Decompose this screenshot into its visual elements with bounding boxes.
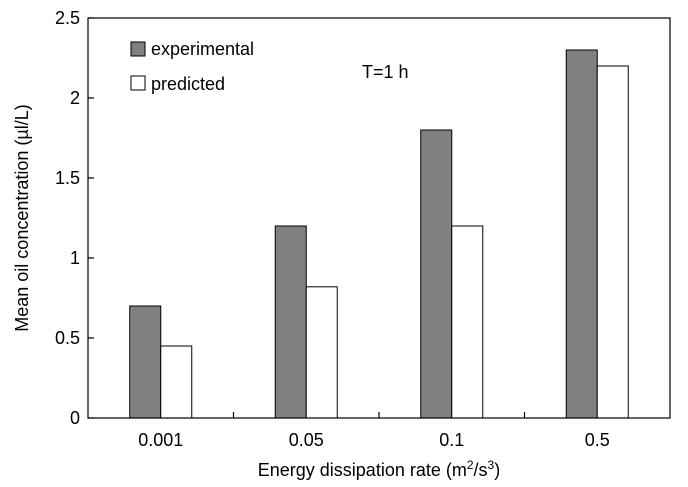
legend-label-predicted: predicted [151, 74, 225, 94]
x-tick-label-1: 0.05 [289, 430, 324, 450]
y-tick-label-5: 2.5 [55, 8, 80, 28]
legend: experimental predicted [130, 39, 254, 94]
x-tick-label-0: 0.001 [138, 430, 183, 450]
y-tick-label-4: 2 [70, 88, 80, 108]
bar-experimental-0.1 [420, 129, 453, 419]
y-tick-label-2: 1 [70, 248, 80, 268]
legend-swatch-experimental [130, 41, 146, 57]
x-axis: 0.001 0.05 0.1 0.5 [138, 412, 610, 450]
bars-group [129, 49, 629, 419]
y-tick-label-0: 0 [70, 408, 80, 428]
bar-predicted-0.05 [305, 286, 338, 419]
bar-predicted-0.1 [451, 225, 484, 419]
bar-experimental-0.05 [274, 225, 307, 419]
y-tick-label-1: 0.5 [55, 328, 80, 348]
legend-swatch-predicted [130, 75, 146, 91]
x-axis-title: Energy dissipation rate (m2/s3) [258, 458, 500, 480]
time-annotation: T=1 h [362, 62, 409, 82]
y-tick-label-3: 1.5 [55, 168, 80, 188]
bar-experimental-0.001 [129, 305, 162, 419]
y-axis-title: Mean oil concentration (µl/L) [12, 104, 32, 331]
bar-predicted-0.001 [160, 345, 193, 419]
bar-predicted-0.5 [596, 65, 629, 419]
bar-experimental-0.5 [565, 49, 598, 419]
x-tick-label-3: 0.5 [585, 430, 610, 450]
x-tick-label-2: 0.1 [439, 430, 464, 450]
y-axis: 0 0.5 1 1.5 2 2.5 [55, 8, 94, 428]
legend-label-experimental: experimental [151, 39, 254, 59]
